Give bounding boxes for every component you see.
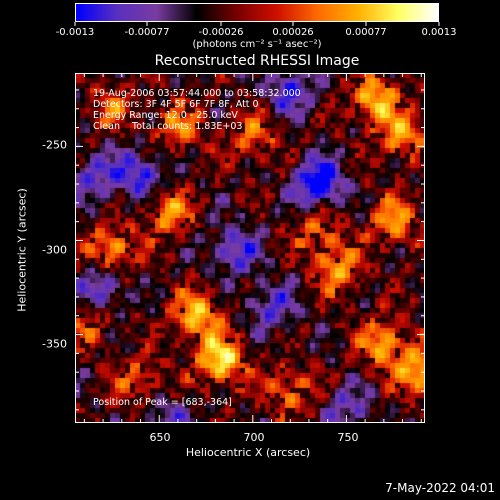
x-axis-label: Heliocentric X (arcsec) [185,446,311,459]
info-time-range: 19-Aug-2006 03:57:44.000 to 03:58:32.000 [93,88,301,99]
y-tick-label: -250 [42,138,67,152]
info-detectors: Detectors: 3F 4F 5F 6F 7F 8F, Att 0 [93,99,259,110]
chart-title: Reconstructed RHESSI Image [154,53,360,69]
colorbar-tick-label: -0.00077 [124,27,170,38]
colorbar-tick-label: 0.0013 [421,27,457,38]
timestamp: 7-May-2022 04:01 [385,481,495,495]
x-tick-label: 750 [337,431,359,444]
y-tick-label: -350 [42,337,67,351]
colorbar-tick-label: 0.00026 [272,27,314,38]
colorbar-tick-label: 0.00077 [345,27,387,38]
info-peak-position: Position of Peak = [683,-364] [93,397,232,408]
info-energy-range: Energy Range: 12.0 - 25.0 keV [93,110,238,121]
info-clean-counts: Clean Total counts: 1.83E+03 [93,121,243,132]
colorbar-tick-label: -0.00026 [198,27,244,38]
x-tick-label: 700 [243,431,265,444]
colorbar-ticks [74,22,440,26]
y-axis-label: Heliocentric Y (arcsec) [15,188,29,312]
colorbar [75,3,439,22]
y-tick-label: -300 [42,243,67,257]
x-tick-label: 650 [149,431,171,444]
colorbar-tick-label: -0.0013 [55,27,95,38]
colorbar-units: (photons cm⁻² s⁻¹ asec⁻²) [192,39,322,50]
